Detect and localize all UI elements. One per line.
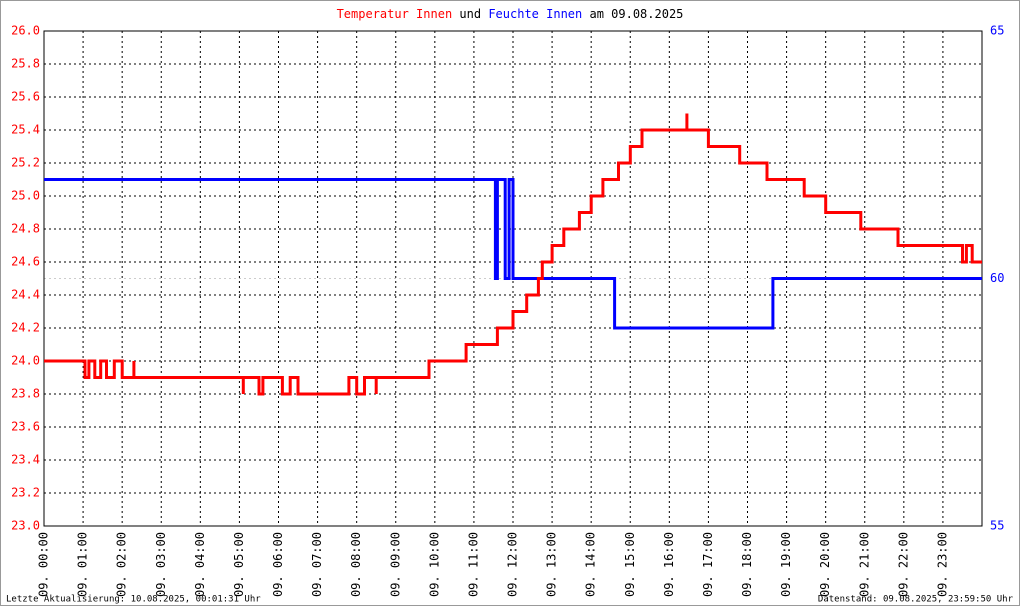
y-tick-label: 24.4 (11, 288, 40, 302)
y-tick-label: 24.2 (11, 321, 40, 335)
y-tick-label: 23.6 (11, 420, 40, 434)
y-tick-label: 25.0 (11, 189, 40, 203)
x-tick-label: 09. 18:00 (740, 532, 754, 597)
x-tick-label: 09. 12:00 (506, 532, 520, 597)
y-tick-label: 23.8 (11, 387, 40, 401)
title-part: und (459, 7, 481, 21)
y2-tick-label: 60 (990, 271, 1004, 285)
x-tick-label: 09. 19:00 (779, 532, 793, 597)
x-tick-label: 09. 14:00 (584, 532, 598, 597)
x-tick-label: 09. 17:00 (701, 532, 715, 597)
y-tick-label: 25.6 (11, 90, 40, 104)
x-tick-label: 09. 06:00 (271, 532, 285, 597)
x-tick-label: 09. 07:00 (310, 532, 324, 597)
x-tick-label: 09. 08:00 (349, 532, 363, 597)
x-tick-label: 09. 10:00 (427, 532, 441, 597)
footer-right: Datenstand: 09.08.2025, 23:59:50 Uhr (818, 595, 1014, 605)
x-tick-label: 09. 01:00 (76, 532, 90, 597)
y-tick-label: 23.4 (11, 453, 40, 467)
x-tick-label: 09. 16:00 (662, 532, 676, 597)
x-tick-label: 09. 11:00 (466, 532, 480, 597)
x-tick-label: 09. 04:00 (193, 532, 207, 597)
x-tick-label: 09. 20:00 (818, 532, 832, 597)
y2-tick-label: 55 (990, 519, 1004, 533)
footer-left: Letzte Aktualisierung: 10.08.2025, 00:01… (6, 595, 261, 605)
x-tick-label: 09. 02:00 (115, 532, 129, 597)
y-tick-label: 24.8 (11, 222, 40, 236)
x-tick-label: 09. 05:00 (232, 532, 246, 597)
y2-tick-label: 65 (990, 24, 1004, 38)
title-part: am 09.08.2025 (589, 7, 683, 21)
x-tick-label: 09. 09:00 (388, 532, 402, 597)
y-tick-label: 26.0 (11, 24, 40, 38)
y-tick-label: 25.8 (11, 57, 40, 71)
series-line (44, 113, 982, 396)
x-tick-label: 09. 00:00 (37, 532, 51, 597)
x-tick-label: 09. 21:00 (857, 532, 871, 597)
x-tick-label: 09. 22:00 (896, 532, 910, 597)
series-line (44, 178, 982, 330)
y-tick-label: 25.4 (11, 123, 40, 137)
x-tick-label: 09. 15:00 (623, 532, 637, 597)
title-part: Feuchte Innen (488, 7, 582, 21)
y-tick-label: 23.2 (11, 486, 40, 500)
y-tick-label: 25.2 (11, 156, 40, 170)
y-tick-label: 23.0 (11, 519, 40, 533)
title-part: Temperatur Innen (337, 7, 453, 21)
chart-title: Temperatur Innen und Feuchte Innen am 09… (337, 7, 684, 21)
x-tick-label: 09. 23:00 (935, 532, 949, 597)
x-tick-label: 09. 13:00 (545, 532, 559, 597)
x-tick-label: 09. 03:00 (154, 532, 168, 597)
y-tick-label: 24.6 (11, 255, 40, 269)
y-tick-label: 24.0 (11, 354, 40, 368)
